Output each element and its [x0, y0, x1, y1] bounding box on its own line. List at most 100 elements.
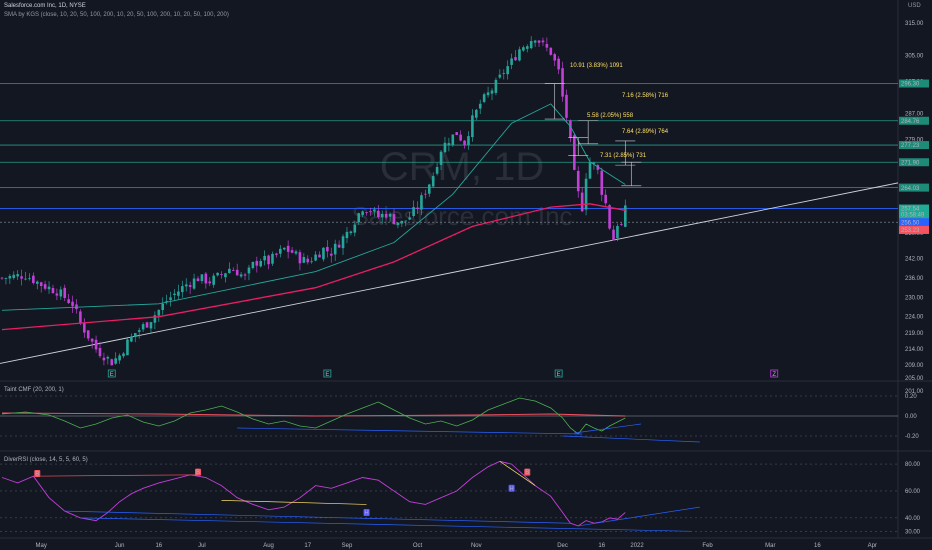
- candle-body: [302, 257, 306, 263]
- candle-body: [28, 278, 31, 279]
- rsi-marker-bg: [524, 468, 531, 476]
- candle: [565, 89, 568, 123]
- candle-body: [141, 324, 145, 330]
- event-marker: E: [554, 369, 563, 378]
- candle: [4, 277, 8, 285]
- rsi-tick-label: 60.00: [905, 489, 921, 495]
- candle: [173, 289, 176, 301]
- candle: [514, 50, 517, 62]
- candle-body: [580, 192, 584, 212]
- candle-body: [200, 274, 204, 282]
- candle: [153, 311, 157, 330]
- candle-body: [345, 231, 349, 239]
- candle: [471, 109, 474, 142]
- candle-body: [514, 57, 517, 61]
- candle: [580, 186, 584, 213]
- candle-body: [573, 135, 576, 170]
- price-tick-label: 214.00: [905, 347, 924, 353]
- candle-body: [596, 165, 600, 170]
- candlestick-series: [0, 36, 627, 366]
- candle-body: [251, 261, 255, 269]
- rsi-panel-label: DiverRSI (close, 14, 5, 5, 60, 5): [4, 457, 88, 463]
- candle-body: [173, 293, 176, 296]
- rsi-divergence-line: [64, 510, 571, 524]
- candle: [326, 240, 329, 258]
- candle: [247, 264, 251, 281]
- candle-body: [612, 229, 615, 241]
- candle: [522, 45, 525, 52]
- watermark-name: Salesforce.com Inc: [351, 201, 572, 231]
- candle-body: [443, 142, 447, 153]
- time-tick-label: 2022: [630, 543, 644, 549]
- candle-body: [122, 353, 125, 357]
- candle-body: [216, 272, 219, 276]
- candle: [106, 355, 110, 365]
- candle: [161, 297, 165, 315]
- cmf-tick-label: -0.20: [905, 434, 919, 440]
- candle: [424, 189, 427, 199]
- candle: [28, 273, 31, 281]
- price-badge-bg: [899, 158, 929, 167]
- candle-body: [279, 248, 282, 254]
- candle-body: [361, 211, 364, 215]
- event-marker: Z: [770, 369, 779, 378]
- time-tick-label: Jul: [198, 543, 206, 549]
- candle: [416, 201, 419, 215]
- indicator-legend[interactable]: SMA by KGS (close, 10, 20, 50, 100, 200,…: [4, 12, 229, 18]
- candle-body: [478, 103, 482, 109]
- candle: [235, 263, 239, 276]
- price-tick-label: 305.00: [905, 53, 924, 59]
- candle: [467, 131, 470, 150]
- price-badge-bg: [899, 204, 929, 213]
- candle: [290, 246, 294, 254]
- price-badge: 264.03: [899, 183, 929, 192]
- price-badge-label: 256.50: [901, 220, 920, 226]
- rsi-marker-bg: [34, 469, 41, 477]
- candle: [373, 206, 376, 217]
- candle-body: [326, 246, 329, 252]
- price-tick-label: 230.00: [905, 295, 924, 301]
- event-marker-box: [107, 369, 116, 378]
- candle: [392, 208, 396, 225]
- candle-body: [63, 287, 67, 299]
- candle: [59, 286, 63, 300]
- price-badge-bg: [899, 116, 929, 125]
- candle: [63, 284, 67, 302]
- rsi-tick-label: 80.00: [905, 462, 921, 468]
- candle-body: [259, 260, 263, 267]
- trendline: [0, 182, 899, 364]
- candle: [427, 183, 431, 197]
- candle-body: [435, 167, 439, 174]
- sma-50-line: [1, 103, 626, 311]
- candle-body: [298, 252, 302, 264]
- candle: [341, 234, 345, 255]
- candle-body: [286, 245, 290, 252]
- candle: [510, 53, 513, 70]
- candle: [83, 318, 86, 338]
- candle: [126, 338, 129, 356]
- candle: [302, 253, 306, 264]
- event-marker-label: E: [557, 372, 561, 378]
- candle: [365, 211, 368, 216]
- candle-body: [231, 270, 235, 271]
- time-tick-label: 16: [155, 543, 162, 549]
- candle-body: [623, 205, 627, 227]
- candle-body: [4, 278, 8, 279]
- candle-body: [588, 162, 592, 179]
- candle: [502, 69, 506, 80]
- candle: [525, 44, 529, 53]
- candle-body: [204, 273, 208, 284]
- candle-body: [55, 293, 59, 296]
- price-tick-label: 201.00: [905, 389, 924, 395]
- price-badge: 03:58:49: [899, 210, 929, 219]
- rsi-marker-bg: [195, 468, 201, 476]
- candle: [377, 205, 380, 219]
- candle: [380, 210, 384, 224]
- candle: [110, 358, 114, 366]
- candle-body: [306, 258, 310, 263]
- price-badge: 284.76: [899, 116, 929, 125]
- candle-body: [369, 211, 372, 213]
- candle: [322, 247, 325, 262]
